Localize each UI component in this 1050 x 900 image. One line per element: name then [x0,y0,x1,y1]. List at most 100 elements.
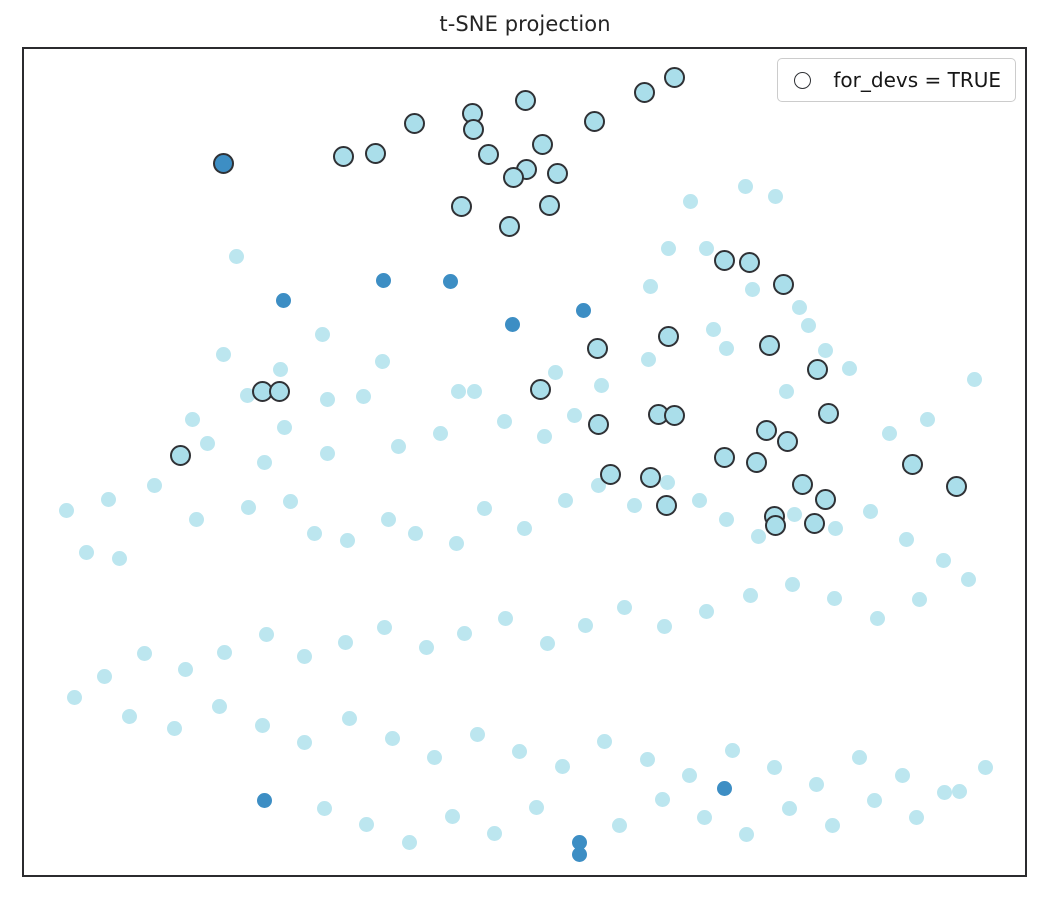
scatter-point [339,533,355,548]
scatter-point-highlight [815,488,837,510]
scatter-point [643,278,659,294]
scatter-point [785,576,801,592]
scatter-point [743,588,759,604]
scatter-point [240,499,256,515]
scatter-point [697,809,713,825]
scatter-point [555,759,570,775]
scatter-point [719,341,735,357]
scatter-point-highlight [503,167,524,189]
scatter-point [314,326,330,342]
scatter-point [909,809,925,825]
scatter-point-highlight [499,216,520,238]
chart-legend[interactable]: for_devs = TRUE [777,58,1016,102]
scatter-point-highlight [773,273,795,295]
scatter-point-highlight [403,112,425,134]
scatter-point [477,500,492,516]
scatter-point-highlight [664,405,686,427]
scatter-point-highlight [539,195,560,217]
scatter-point [355,389,371,405]
scatter-point [977,760,993,776]
scatter-point-highlight [804,512,826,534]
scatter-point [188,512,204,528]
scatter-point [96,669,112,685]
scatter-point [100,491,116,507]
scatter-point [215,347,231,363]
scatter-point-highlight [634,81,656,103]
scatter-point [337,634,353,650]
scatter-point [216,644,232,660]
scatter-point [576,302,592,318]
scatter-point-highlight [169,444,191,466]
scatter-point [121,708,137,724]
scatter-point [967,371,983,387]
scatter-point [828,520,844,536]
scatter-point [842,361,858,377]
scatter-point [319,446,335,462]
scatter-point [136,646,152,662]
scatter-point [466,383,482,399]
scatter-point-highlight [332,145,354,167]
scatter-point [166,720,182,736]
scatter-point-highlight [777,430,799,452]
scatter-point [767,760,783,776]
scatter-point [448,536,464,552]
scatter-point-highlight [462,119,484,141]
scatter-point [418,640,434,656]
scatter-point [380,512,396,528]
scatter-point [692,493,708,509]
scatter-point-highlight [759,335,781,356]
scatter-point [852,750,868,766]
scatter-point [358,817,374,833]
scatter-point-highlight [807,359,829,380]
scatter-point-highlight [756,420,778,442]
scatter-point-highlight [714,446,736,468]
scatter-point [66,689,82,705]
scatter-point [282,494,298,510]
scatter-point [376,619,392,635]
scatter-point [256,454,272,470]
scatter-point [512,743,527,759]
scatter-point [275,292,291,308]
scatter-point [306,525,322,541]
scatter-point [316,801,332,817]
scatter-point [401,834,417,850]
scatter-point [540,636,555,652]
plot-area[interactable]: for_devs = TRUE [22,47,1027,877]
scatter-point-highlight [902,454,924,475]
scatter-point [498,610,513,626]
scatter-point [558,492,573,508]
scatter-point [572,834,588,850]
scatter-point [239,387,255,403]
scatter-point [597,733,613,749]
scatter-point [936,552,952,568]
scatter-point [341,711,357,727]
scatter-point [442,273,458,289]
scatter-points-layer [24,49,1025,875]
scatter-point [660,475,676,491]
scatter-point-highlight [212,153,234,175]
scatter-point [296,649,312,665]
scatter-point [426,750,442,766]
scatter-point [594,377,610,393]
scatter-point [199,436,215,452]
scatter-point [276,419,292,435]
scatter-point-highlight [640,467,662,489]
scatter-point [407,525,423,541]
page-title: t-SNE projection [439,12,611,36]
scatter-point [912,591,928,607]
scatter-point [809,776,825,792]
scatter-point-highlight [364,143,386,165]
scatter-point-highlight [765,515,787,537]
scatter-point [719,511,735,527]
scatter-point [258,627,274,643]
scatter-point [655,792,671,808]
scatter-point-highlight [946,475,968,497]
scatter-point [751,528,767,544]
scatter-point [787,507,803,523]
scatter-point [739,827,755,842]
scatter-point [384,731,400,747]
scatter-point-highlight [547,163,568,185]
scatter-point [867,793,883,809]
scatter-point-highlight [818,402,840,424]
